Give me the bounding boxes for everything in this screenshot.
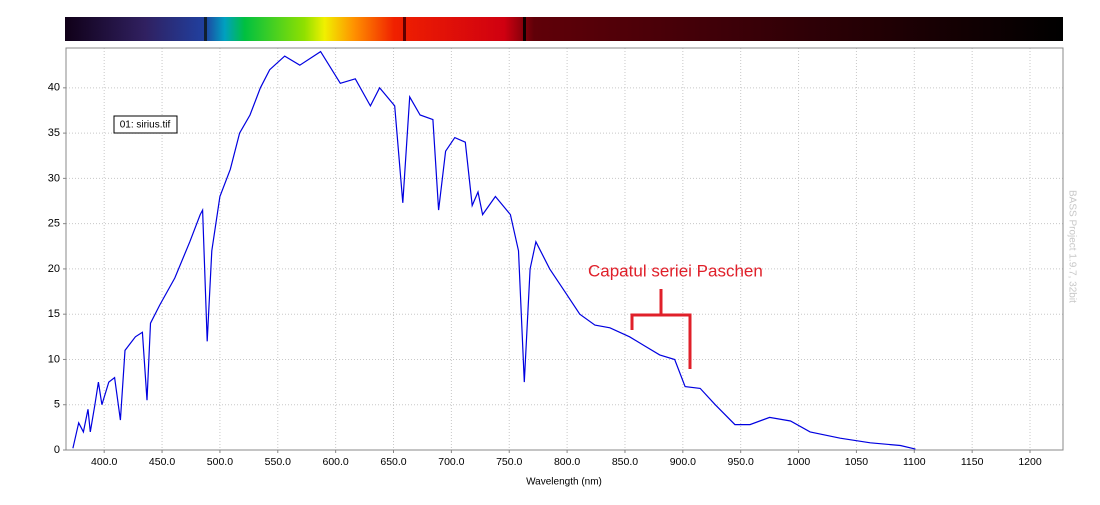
legend-label: 01: sirius.tif [120, 120, 171, 131]
plot-frame [65, 47, 1064, 451]
x-tick-label: 1050 [845, 456, 869, 468]
spectrum-line [403, 17, 406, 41]
y-tick-label: 10 [48, 353, 60, 365]
annotation: Capatul seriei Paschen [588, 261, 763, 280]
x-tick-label: 650.0 [380, 456, 406, 468]
x-tick-label: 800.0 [554, 456, 580, 468]
x-tick-label: 700.0 [438, 456, 464, 468]
x-tick-label: 500.0 [207, 456, 233, 468]
x-tick-label: 750.0 [496, 456, 522, 468]
y-tick-label: 30 [48, 172, 60, 184]
y-tick-label: 25 [48, 218, 60, 230]
spectrum-line [523, 17, 526, 41]
x-tick-label: 900.0 [670, 456, 696, 468]
x-tick-label: 550.0 [265, 456, 291, 468]
y-tick-label: 35 [48, 127, 60, 139]
x-tick-label: 600.0 [323, 456, 349, 468]
x-axis-label: Wavelength (nm) [526, 477, 602, 488]
y-tick-label: 20 [48, 263, 60, 275]
spectrum-line [204, 17, 207, 41]
annotation-bracket [630, 289, 692, 369]
y-tick-label: 15 [48, 308, 60, 320]
x-tick-label: 450.0 [149, 456, 175, 468]
x-tick-label: 850.0 [612, 456, 638, 468]
spectrum-line [72, 50, 916, 450]
x-tick-label: 950.0 [728, 456, 754, 468]
y-tick-label: 40 [48, 82, 60, 94]
x-tick-label: 1200 [1018, 456, 1042, 468]
x-tick-label: 1000 [787, 456, 811, 468]
spectrum-strip [65, 17, 1063, 41]
y-tick-label: 5 [54, 399, 60, 411]
x-tick-label: 1150 [961, 456, 984, 468]
grid [66, 48, 1063, 451]
watermark: BASS Project 1.9.7, 32bit [1066, 190, 1077, 303]
x-tick-label: 1100 [903, 456, 926, 468]
y-tick-label: 0 [54, 444, 60, 456]
legend-box [113, 115, 178, 134]
x-tick-label: 400.0 [91, 456, 117, 468]
plot [72, 50, 916, 450]
